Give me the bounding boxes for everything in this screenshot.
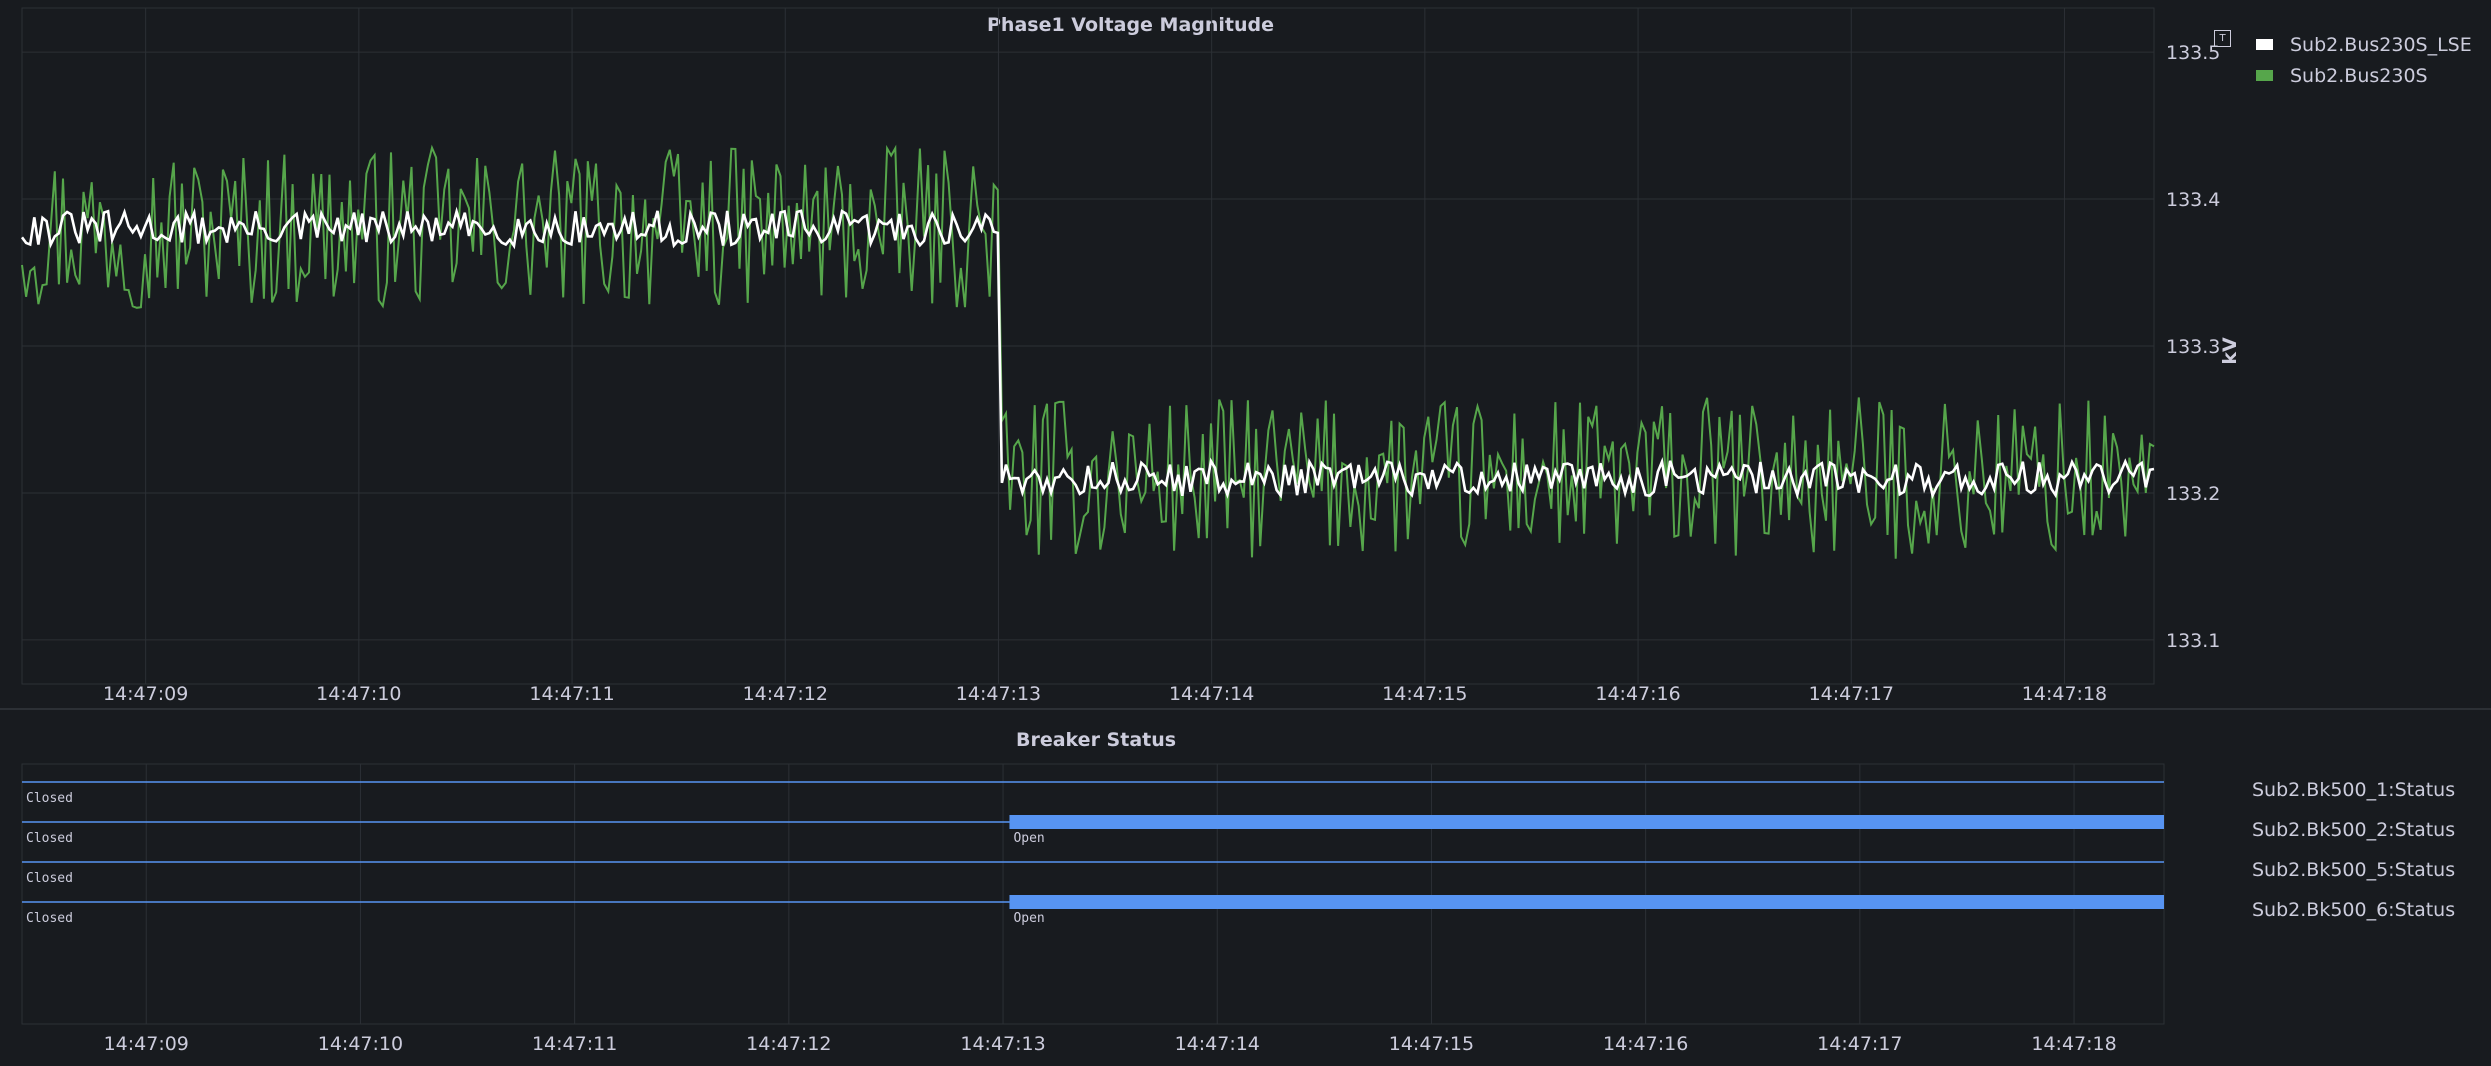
breaker-state-label: Open bbox=[1013, 831, 1044, 846]
breaker-x-tick-label: 14:47:13 bbox=[960, 1033, 1045, 1055]
breaker-x-tick-label: 14:47:17 bbox=[1817, 1033, 1902, 1055]
voltage-x-tick-label: 14:47:09 bbox=[103, 683, 188, 705]
breaker-x-tick-label: 14:47:11 bbox=[532, 1033, 617, 1055]
breaker-name-bk500-2: Sub2.Bk500_2:Status bbox=[2252, 819, 2456, 841]
legend-label-raw: Sub2.Bus230S bbox=[2290, 64, 2428, 87]
breaker-name-bk500-6: Sub2.Bk500_6:Status bbox=[2252, 899, 2456, 921]
voltage-x-tick-label: 14:47:12 bbox=[743, 683, 828, 705]
breaker-open-segment bbox=[1009, 895, 2165, 909]
tooltip-toggle-icon[interactable]: T bbox=[2214, 30, 2231, 47]
voltage-y-tick-label: 133.5 bbox=[2166, 42, 2220, 64]
breaker-x-tick-label: 14:47:14 bbox=[1175, 1033, 1260, 1055]
voltage-x-tick-label: 14:47:10 bbox=[316, 683, 401, 705]
voltage-chart-title: Phase1 Voltage Magnitude bbox=[987, 14, 1275, 36]
breaker-name-bk500-1: Sub2.Bk500_1:Status bbox=[2252, 779, 2456, 801]
voltage-y-tick-label: 133.2 bbox=[2166, 483, 2220, 505]
breaker-plot-area bbox=[21, 763, 2165, 1025]
breaker-x-tick-label: 14:47:16 bbox=[1603, 1033, 1688, 1055]
voltage-chart[interactable]: 14:47:09 14:47:10 14:47:11 14:47:12 14:47:13… bbox=[0, 0, 2491, 708]
voltage-x-tick-label: 14:47:17 bbox=[1809, 683, 1894, 705]
breaker-name-bk500-5: Sub2.Bk500_5:Status bbox=[2252, 859, 2456, 881]
legend-item-lse[interactable]: Sub2.Bus230S_LSE bbox=[2256, 29, 2472, 60]
breaker-panel: Breaker Status 14:47:09 14:47:10 14:47:11 1… bbox=[0, 712, 2491, 1066]
voltage-y-tick-label: 133.3 bbox=[2166, 336, 2220, 358]
voltage-x-tick-label: 14:47:14 bbox=[1169, 683, 1254, 705]
breaker-state-label: Closed bbox=[26, 791, 73, 806]
voltage-x-tick-label: 14:47:11 bbox=[529, 683, 614, 705]
voltage-x-tick-label: 14:47:15 bbox=[1382, 683, 1467, 705]
breaker-state-label: Open bbox=[1013, 911, 1044, 926]
breaker-open-segment bbox=[1009, 815, 2165, 829]
breaker-state-label: Closed bbox=[26, 831, 73, 846]
breaker-x-tick-label: 14:47:15 bbox=[1389, 1033, 1474, 1055]
voltage-x-tick-label: 14:47:13 bbox=[956, 683, 1041, 705]
breaker-state-label: Closed bbox=[26, 871, 73, 886]
breaker-x-tick-label: 14:47:18 bbox=[2031, 1033, 2116, 1055]
breaker-x-tick-label: 14:47:10 bbox=[318, 1033, 403, 1055]
breaker-state-label: Closed bbox=[26, 911, 73, 926]
breaker-row-names: Sub2.Bk500_1:Status Sub2.Bk500_2:Status … bbox=[2252, 770, 2455, 930]
voltage-legend: Sub2.Bus230S_LSE Sub2.Bus230S bbox=[2256, 29, 2472, 91]
breaker-x-tick-label: 14:47:12 bbox=[746, 1033, 831, 1055]
voltage-y-tick-label: 133.4 bbox=[2166, 189, 2220, 211]
legend-swatch-lse bbox=[2256, 39, 2273, 50]
voltage-x-tick-label: 14:47:16 bbox=[1595, 683, 1680, 705]
voltage-y-tick-label: 133.1 bbox=[2166, 630, 2220, 652]
series-line-lse bbox=[20, 206, 2155, 500]
voltage-panel: Phase1 Voltage Magnitude 14:47:09 14:47:1… bbox=[0, 0, 2491, 710]
series-line-raw bbox=[21, 144, 2155, 559]
breaker-chart-title: Breaker Status bbox=[1016, 729, 1177, 751]
legend-swatch-raw bbox=[2256, 70, 2273, 81]
breaker-timeline[interactable]: 14:47:09 14:47:10 14:47:11 14:47:12 14:47:13… bbox=[0, 712, 2491, 1066]
voltage-x-tick-label: 14:47:18 bbox=[2022, 683, 2107, 705]
legend-item-raw[interactable]: Sub2.Bus230S bbox=[2256, 60, 2472, 91]
breaker-x-tick-label: 14:47:09 bbox=[104, 1033, 189, 1055]
voltage-y-axis-label: kV bbox=[2219, 337, 2241, 365]
legend-label-lse: Sub2.Bus230S_LSE bbox=[2290, 33, 2472, 56]
